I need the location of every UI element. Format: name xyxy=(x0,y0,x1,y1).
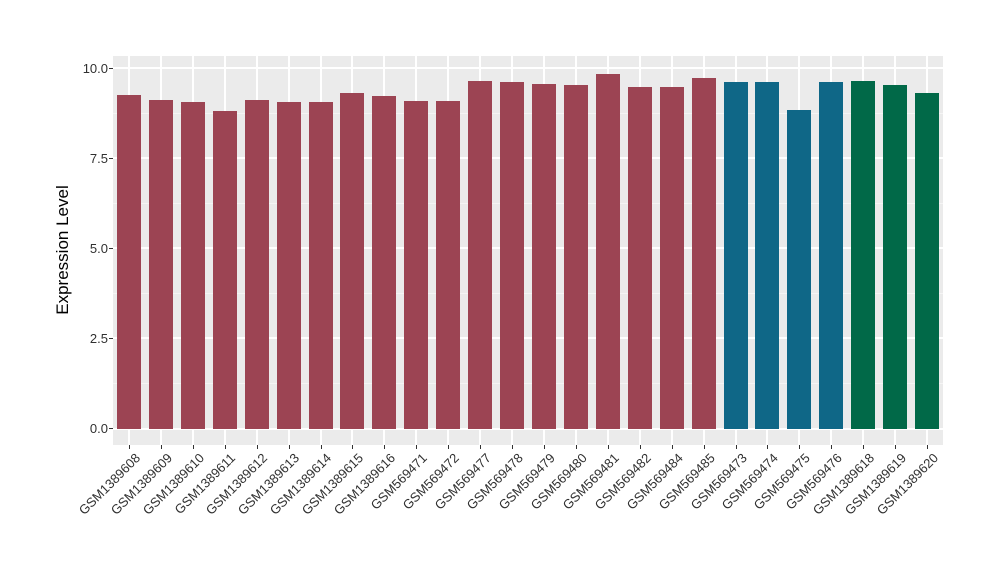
gridline-major-horizontal xyxy=(113,337,943,340)
y-axis-tick-mark xyxy=(109,337,113,339)
gridline-minor-horizontal xyxy=(113,292,943,294)
bar-GSM569472 xyxy=(436,100,461,429)
gridline-minor-horizontal xyxy=(113,112,943,114)
x-axis-tick-mark xyxy=(384,445,386,449)
x-axis-tick-mark xyxy=(288,445,290,449)
y-axis-tick-mark xyxy=(109,247,113,249)
y-axis-tick-mark xyxy=(109,157,113,159)
x-axis-tick-mark xyxy=(575,445,577,449)
y-axis-tick-label: 10.0 xyxy=(82,60,108,76)
bar-GSM569484 xyxy=(659,87,684,429)
x-axis-tick-mark xyxy=(480,445,482,449)
x-axis-tick-mark xyxy=(703,445,705,449)
x-axis-tick-mark xyxy=(448,445,450,449)
x-axis-tick-mark xyxy=(543,445,545,449)
bar-GSM569473 xyxy=(723,82,748,429)
bar-GSM569479 xyxy=(531,83,556,429)
x-axis-tick-mark xyxy=(416,445,418,449)
x-axis-tick-mark xyxy=(927,445,929,449)
x-axis-tick-mark xyxy=(639,445,641,449)
bar-GSM569475 xyxy=(787,110,812,429)
x-axis-tick-mark xyxy=(512,445,514,449)
x-axis-tick-mark xyxy=(799,445,801,449)
gridline-major-horizontal xyxy=(113,157,943,160)
bar-GSM1389618 xyxy=(851,80,876,429)
x-axis-tick-mark xyxy=(256,445,258,449)
bar-GSM569482 xyxy=(627,87,652,429)
bar-GSM1389611 xyxy=(212,110,237,429)
y-axis-tick-label: 2.5 xyxy=(89,330,108,346)
gridline-major-horizontal xyxy=(113,247,943,250)
bar-GSM569478 xyxy=(500,82,525,429)
plot-panel xyxy=(113,56,943,445)
x-axis-tick-mark xyxy=(863,445,865,449)
x-axis-tick-mark xyxy=(735,445,737,449)
x-axis-tick-mark xyxy=(320,445,322,449)
bar-GSM1389614 xyxy=(308,101,333,429)
bar-GSM569480 xyxy=(563,85,588,429)
bar-GSM1389616 xyxy=(372,96,397,429)
bar-GSM1389615 xyxy=(340,92,365,429)
bar-GSM1389610 xyxy=(180,101,205,429)
x-axis-tick-mark xyxy=(831,445,833,449)
x-axis-tick-mark xyxy=(607,445,609,449)
x-axis-tick-mark xyxy=(224,445,226,449)
gridline-minor-horizontal xyxy=(113,202,943,204)
bar-GSM1389619 xyxy=(883,84,908,429)
gridline-minor-horizontal xyxy=(113,382,943,384)
bar-GSM1389608 xyxy=(116,95,141,429)
bar-GSM569477 xyxy=(468,81,493,429)
y-axis-tick-label: 5.0 xyxy=(89,240,108,256)
x-axis-tick-mark xyxy=(895,445,897,449)
y-axis-tick-mark xyxy=(109,428,113,429)
bar-GSM1389613 xyxy=(276,102,301,429)
bar-GSM569481 xyxy=(595,74,620,429)
x-axis-tick-mark xyxy=(671,445,673,449)
bar-GSM569485 xyxy=(691,78,716,429)
bar-GSM569474 xyxy=(755,82,780,429)
bar-GSM1389620 xyxy=(915,92,940,429)
bar-GSM569476 xyxy=(819,82,844,429)
x-axis-tick-mark xyxy=(352,445,354,449)
bar-GSM1389612 xyxy=(244,99,269,429)
x-axis-tick-mark xyxy=(192,445,194,449)
y-axis-tick-label: 0.0 xyxy=(89,421,108,436)
x-axis-tick-mark xyxy=(160,445,162,449)
gridline-major-horizontal xyxy=(113,427,943,430)
gridline-major-horizontal xyxy=(113,67,943,69)
y-axis-tick-label: 7.5 xyxy=(89,150,108,166)
x-axis-tick-mark xyxy=(767,445,769,449)
bar-GSM569471 xyxy=(404,100,429,429)
y-axis-tick-mark xyxy=(109,67,113,69)
x-axis-tick-mark xyxy=(128,445,130,449)
bar-GSM1389609 xyxy=(148,100,173,429)
